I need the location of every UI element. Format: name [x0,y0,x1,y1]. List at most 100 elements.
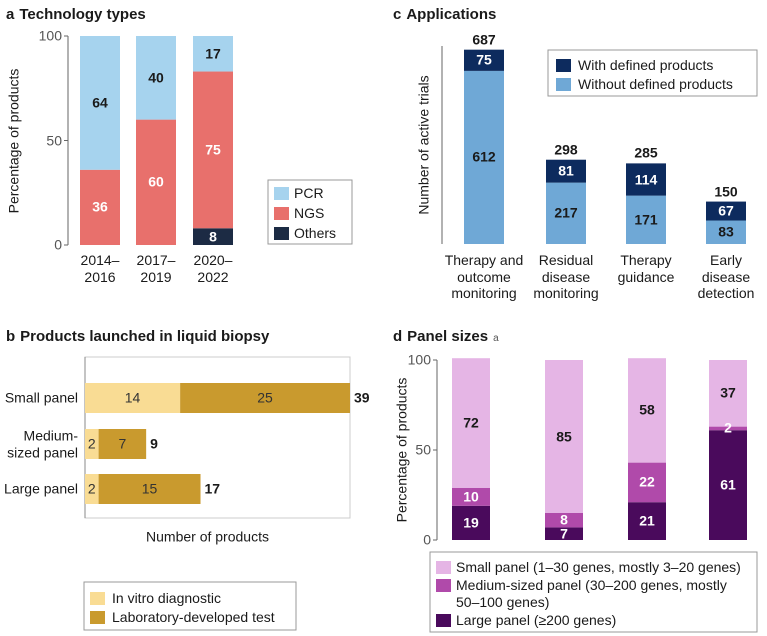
x-tick-label: Residual disease monitoring [533,252,599,302]
value-label: 8 [560,511,568,528]
legend-box [429,551,758,633]
total-label: 9 [150,435,158,452]
value-label: 2 [724,420,732,437]
y-tick-label: Large panel [4,480,78,497]
x-axis-label: Number of products [146,528,269,545]
legend-swatch [556,59,571,72]
y-tick-label: 0 [54,236,62,253]
bar-segment [709,430,747,540]
value-label: 612 [472,149,496,166]
bar-segment [452,487,490,506]
value-label: 17 [205,45,221,62]
legend-swatch [436,614,451,627]
legend-label: NGS [294,205,325,221]
value-label: 21 [639,512,655,529]
value-label: 72 [463,414,479,431]
legend-swatch [274,227,289,240]
bar-segment [80,169,120,245]
bar-segment [85,429,99,459]
bar-segment [706,220,746,244]
value-label: 22 [639,474,655,491]
y-tick-label: 50 [415,441,431,458]
value-label: 217 [554,205,578,222]
bar-segment [98,429,147,459]
value-label: 7 [560,525,568,542]
total-label: 17 [204,480,221,497]
y-tick-label: Medium-sized panel [7,427,78,460]
total-label: 298 [554,141,578,158]
legend-label: In vitro diagnostic [112,590,221,606]
value-label: 64 [92,94,108,111]
panel-title: b Products launched in liquid biopsy [6,328,269,345]
bar-segment [193,36,233,72]
bar-segment [628,358,666,463]
value-label: 40 [148,69,164,86]
x-tick-label: 2017–2019 [136,252,176,285]
value-label: 10 [463,488,479,505]
panel-label: a [6,6,15,23]
legend-label: With defined products [578,57,714,73]
value-label: 81 [558,162,574,179]
value-label: 2 [87,435,96,452]
panel-label: c [393,6,402,23]
bar-segment [80,36,120,170]
value-label: 15 [141,480,158,497]
legend-label: Medium-sized panel (30–200 genes, mostly… [456,577,727,610]
legend-swatch [274,187,289,200]
legend-swatch [556,78,571,91]
legend-swatch [274,207,289,220]
value-label: 36 [92,199,108,216]
y-tick-label: 50 [46,132,62,149]
y-axis-label: Number of active trials [415,75,432,215]
value-label: 2 [87,480,96,497]
bar-segment [85,474,99,504]
value-label: 19 [463,514,479,531]
panel-label: d [393,328,403,345]
value-label: 75 [205,141,221,158]
title-text: Applications [406,6,497,23]
value-label: 85 [556,428,572,445]
legend-swatch [90,611,105,624]
x-tick-label: 2020–2022 [193,252,233,285]
y-axis-label: Percentage of products [5,68,22,213]
bar-segment [545,513,583,528]
value-label: 25 [257,389,273,406]
bar-segment [180,383,350,413]
legend-label: Others [294,225,337,241]
panel-title: d Panel sizes a [393,328,499,345]
bar-segment [628,502,666,540]
y-tick-label: 100 [38,27,62,44]
value-label: 61 [720,476,736,493]
legend-label: Small panel (1–30 genes, mostly 3–20 gen… [456,559,741,575]
bar-segment [626,195,666,244]
legend-label: PCR [294,185,324,201]
legend-swatch [436,561,451,574]
y-axis-label: Percentage of products [393,377,410,523]
y-tick-label: 100 [407,351,431,368]
value-label: 67 [718,202,734,219]
value-label: 83 [718,223,734,240]
value-label: 37 [720,385,736,402]
title-superscript: a [493,333,499,344]
value-label: 7 [118,435,127,452]
panel-title: a Technology types [6,6,146,23]
value-label: 58 [639,402,655,419]
bar-segment [709,360,747,427]
y-tick-label: 0 [423,531,431,548]
bar-segment [546,182,586,244]
bar-segment [709,426,747,431]
bar-segment [545,360,583,513]
total-label: 39 [354,389,370,406]
bar-segment [98,474,201,504]
value-label: 171 [634,211,658,228]
value-label: 60 [148,174,164,191]
total-label: 285 [634,145,658,162]
bar-segment [452,358,490,488]
title-text: Technology types [19,6,146,23]
x-tick-label: 2014–2016 [80,252,120,285]
bar-segment [193,228,233,245]
bar-segment [545,527,583,540]
bar-segment [464,49,504,71]
